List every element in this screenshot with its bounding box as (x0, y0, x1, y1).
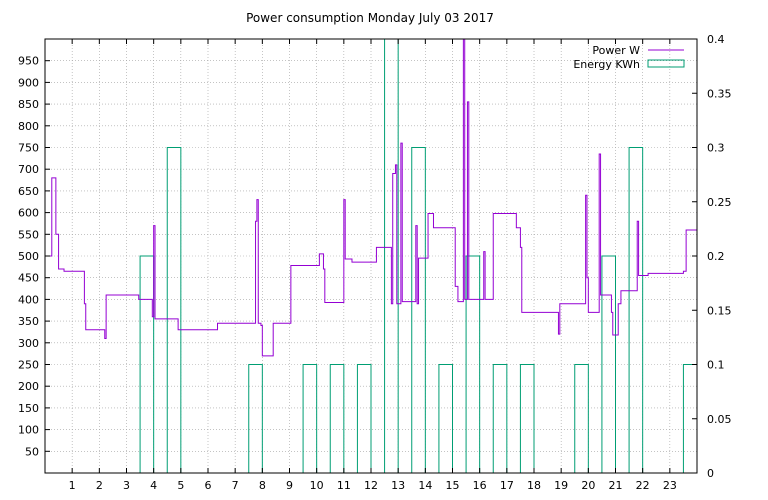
y-tick-label: 600 (18, 207, 39, 220)
energy-bar (574, 364, 589, 474)
legend: Power W Energy KWh (573, 44, 685, 71)
energy-bar (248, 364, 263, 474)
y-tick-label: 900 (18, 76, 39, 89)
power-line (45, 38, 697, 357)
x-tick-label: 19 (554, 479, 568, 492)
y2-tick-label: 0.05 (707, 413, 732, 426)
x-tick-label: 2 (96, 479, 103, 492)
x-tick-label: 6 (205, 479, 212, 492)
y-tick-label: 950 (18, 55, 39, 68)
x-tick-label: 5 (177, 479, 184, 492)
x-tick-label: 20 (581, 479, 595, 492)
x-tick-label: 8 (259, 479, 266, 492)
x-tick-label: 10 (310, 479, 324, 492)
energy-bar (411, 147, 426, 474)
energy-series-layer (139, 38, 698, 474)
y-tick-label: 350 (18, 315, 39, 328)
x-tick-label: 4 (150, 479, 157, 492)
y-tick-label: 650 (18, 185, 39, 198)
y-tick-label: 300 (18, 337, 39, 350)
x-tick-label: 15 (446, 479, 460, 492)
y-tick-label: 800 (18, 120, 39, 133)
legend-label-energy: Energy KWh (573, 58, 640, 71)
energy-bar (628, 147, 644, 474)
y-tick-label: 250 (18, 359, 39, 372)
y2-tick-label: 0 (707, 467, 714, 480)
y-tick-label: 450 (18, 272, 39, 285)
energy-bar (166, 147, 182, 474)
x-tick-label: 18 (527, 479, 541, 492)
legend-swatch-energy (647, 59, 685, 68)
energy-bar (329, 364, 345, 474)
x-tick-label: 14 (418, 479, 432, 492)
x-tick-label: 1 (69, 479, 76, 492)
x-tick-label: 17 (500, 479, 514, 492)
y-tick-label: 750 (18, 142, 39, 155)
x-tick-label: 3 (123, 479, 130, 492)
y2-tick-label: 0.3 (707, 142, 725, 155)
energy-bar (356, 364, 372, 474)
x-tick-label: 16 (473, 479, 487, 492)
x-tick-label: 13 (391, 479, 405, 492)
y-tick-label: 50 (25, 445, 39, 458)
energy-bar (139, 255, 155, 474)
axis-ticks: 1 2 3 4 5 6 7 8 9 10 11 12 13 14 15 16 17 18 19 20 21 22 23501… (18, 33, 732, 492)
legend-label-power: Power W (592, 44, 640, 57)
y-tick-label: 550 (18, 228, 39, 241)
power-series-layer (45, 38, 697, 357)
y2-tick-label: 0.15 (707, 304, 732, 317)
y-tick-label: 700 (18, 163, 39, 176)
energy-bar (438, 364, 453, 474)
x-tick-label: 22 (636, 479, 650, 492)
y2-tick-label: 0.2 (707, 250, 725, 263)
x-tick-label: 12 (364, 479, 378, 492)
chart-title: Power consumption Monday July 03 2017 (246, 11, 494, 25)
y-tick-label: 200 (18, 380, 39, 393)
x-tick-label: 11 (337, 479, 351, 492)
y2-tick-label: 0.25 (707, 196, 732, 209)
y2-tick-label: 0.1 (707, 359, 725, 372)
x-tick-label: 7 (232, 479, 239, 492)
energy-bar (492, 364, 508, 474)
y-tick-label: 150 (18, 402, 39, 415)
y-tick-label: 850 (18, 98, 39, 111)
y-tick-label: 500 (18, 250, 39, 263)
y2-tick-label: 0.35 (707, 87, 732, 100)
energy-bar (519, 364, 535, 474)
y-tick-label: 100 (18, 424, 39, 437)
x-tick-label: 9 (286, 479, 293, 492)
x-tick-label: 23 (663, 479, 677, 492)
y-tick-label: 400 (18, 293, 39, 306)
y2-tick-label: 0.4 (707, 33, 725, 46)
energy-bar (302, 364, 318, 474)
x-tick-label: 21 (609, 479, 623, 492)
